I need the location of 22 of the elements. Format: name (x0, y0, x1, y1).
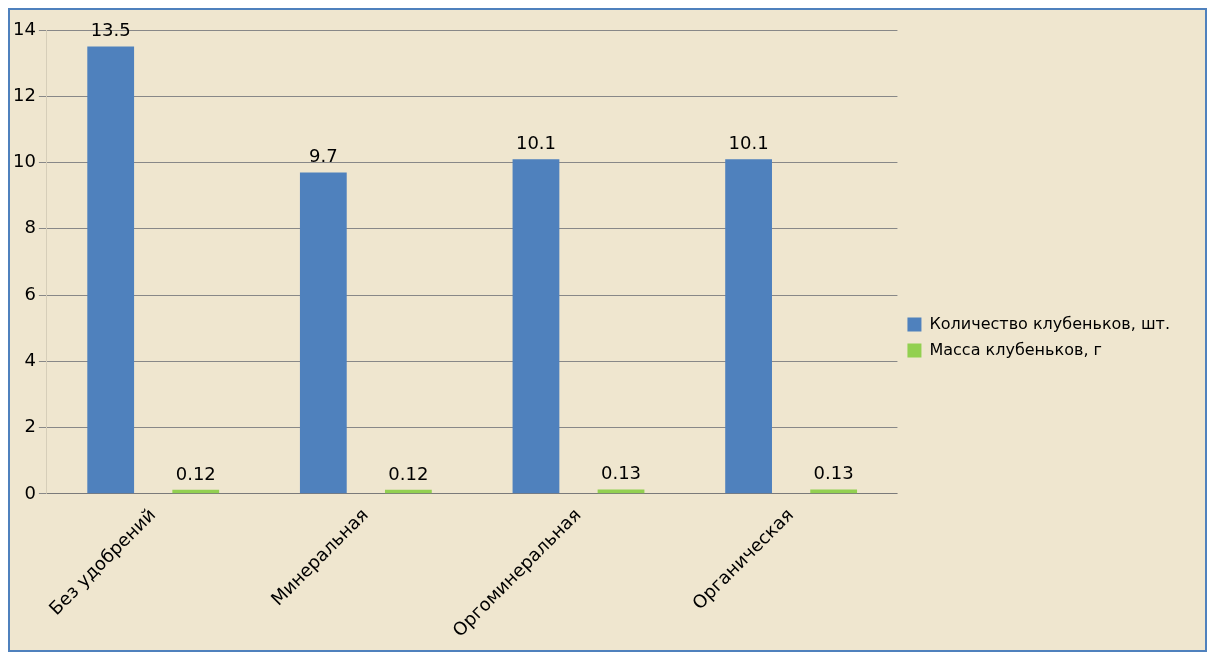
data-label: 0.12 (388, 462, 429, 484)
y-tick-label: 14 (13, 17, 36, 39)
y-tick-label: 2 (24, 415, 36, 437)
bar (299, 172, 347, 494)
y-tick-label: 8 (24, 216, 36, 238)
y-tick-label: 4 (24, 348, 36, 370)
bar (512, 159, 560, 494)
data-label: 10.1 (515, 131, 556, 153)
data-label: 0.13 (600, 462, 642, 484)
data-label: 0.13 (813, 462, 854, 484)
bar (87, 46, 135, 494)
legend-label: Количество клубеньков, шт. (929, 313, 1171, 333)
data-label: 10.1 (728, 131, 769, 153)
legend-label: Масса клубеньков, г (929, 339, 1102, 359)
y-tick-label: 6 (24, 282, 36, 304)
data-label: 9.7 (309, 145, 338, 167)
bar (725, 159, 772, 494)
data-label: 13.5 (90, 19, 131, 41)
data-label: 0.12 (175, 462, 216, 484)
y-tick-label: 0 (24, 481, 36, 503)
y-tick-label: 12 (13, 83, 36, 105)
y-tick-label: 10 (13, 150, 36, 172)
